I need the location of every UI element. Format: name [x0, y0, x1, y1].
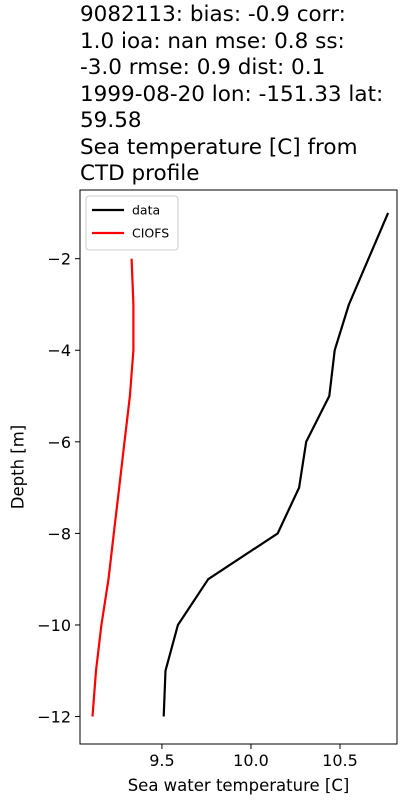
- y-axis: −2 −4 −6 −8 −10 −12: [37, 250, 80, 727]
- x-tick-label: 10.5: [322, 751, 358, 770]
- legend: data CIOFS: [85, 195, 179, 251]
- x-tick-label: 10.0: [233, 751, 269, 770]
- legend-label-data: data: [132, 203, 160, 218]
- x-axis: 9.5 10.0 10.5: [149, 744, 358, 770]
- plot-lines: [91, 212, 390, 717]
- legend-label-CIOFS: CIOFS: [132, 226, 169, 241]
- y-axis-label: Depth [m]: [9, 425, 28, 509]
- y-tick-label: −12: [37, 708, 71, 727]
- x-axis-label: Sea water temperature [C]: [128, 776, 350, 795]
- axes-frame: [79, 189, 398, 745]
- y-tick-label: −2: [47, 250, 71, 269]
- x-tick-label: 9.5: [149, 751, 174, 770]
- chart-title: 9082113: bias: -0.9 corr: 1.0 ioa: nan m…: [80, 2, 384, 186]
- series-line-CIOFS: [91, 258, 135, 717]
- series-line-data: [162, 212, 390, 717]
- y-tick-label: −10: [37, 616, 71, 635]
- y-tick-label: −4: [47, 341, 71, 360]
- y-tick-label: −6: [47, 433, 71, 452]
- y-tick-label: −8: [47, 524, 71, 543]
